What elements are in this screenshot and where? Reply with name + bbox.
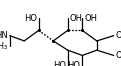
Text: HN: HN xyxy=(0,31,8,40)
Text: OH: OH xyxy=(116,31,121,40)
Text: HO: HO xyxy=(68,62,80,66)
Text: OH: OH xyxy=(70,14,83,23)
Text: OH: OH xyxy=(84,14,97,23)
Text: CH₃: CH₃ xyxy=(0,42,8,51)
Text: OH: OH xyxy=(116,51,121,60)
Text: HO: HO xyxy=(53,62,66,66)
Text: HO: HO xyxy=(24,14,37,23)
